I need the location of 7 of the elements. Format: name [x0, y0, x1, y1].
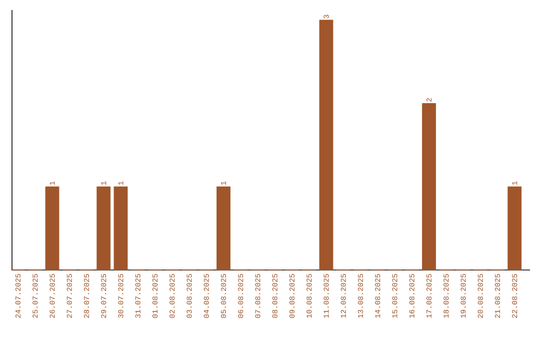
bar	[216, 186, 230, 270]
bar	[508, 186, 522, 270]
bar	[422, 103, 436, 270]
bar	[45, 186, 60, 270]
bar	[96, 186, 111, 270]
bar	[114, 186, 128, 270]
bar	[319, 20, 334, 270]
